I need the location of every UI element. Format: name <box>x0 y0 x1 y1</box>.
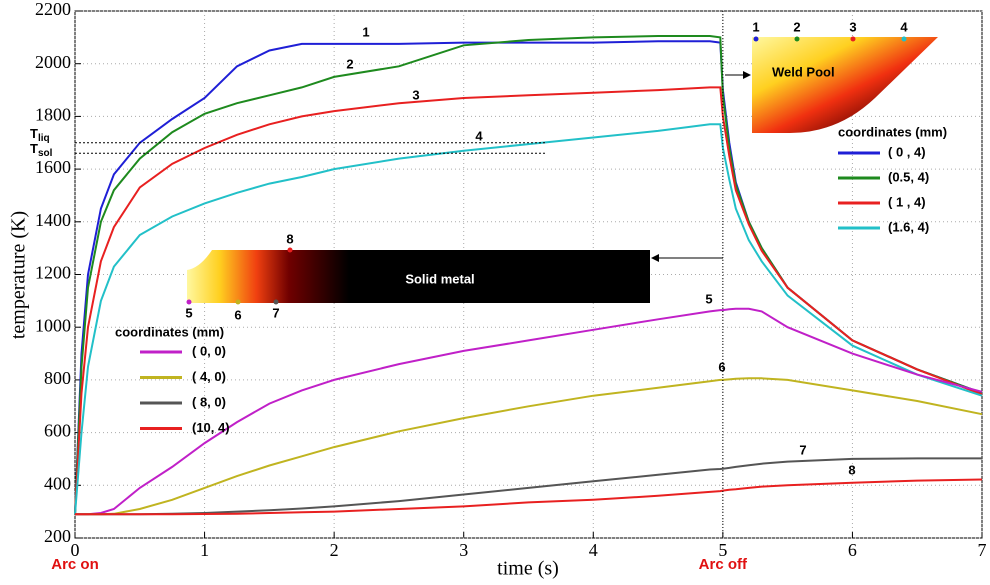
arc-on-label: Arc on <box>51 556 99 573</box>
curve-label: 3 <box>412 87 419 102</box>
inset-point-label: 6 <box>234 307 241 322</box>
curve-label: 7 <box>799 442 806 457</box>
inset-point <box>186 299 192 305</box>
legend-label: (10, 4) <box>192 420 230 435</box>
weld-pool-inset <box>752 37 938 133</box>
solid-metal-label: Solid metal <box>405 271 474 286</box>
x-tick-label: 6 <box>848 540 857 560</box>
y-tick-label: 1000 <box>35 315 71 335</box>
x-tick-label: 2 <box>330 540 339 560</box>
y-tick-label: 2200 <box>35 0 71 19</box>
reference-label: Tliq <box>30 126 50 143</box>
inset-point-label: 5 <box>185 305 192 320</box>
x-tick-label: 7 <box>978 540 987 560</box>
y-tick-label: 1600 <box>35 157 71 177</box>
curve-label: 8 <box>848 462 855 477</box>
x-tick-label: 4 <box>589 540 598 560</box>
arc-off-label: Arc off <box>699 556 748 573</box>
inset-point <box>287 247 293 253</box>
reference-label: Tsol <box>30 141 53 158</box>
legend-label: (1.6, 4) <box>888 219 929 234</box>
x-axis-label: time (s) <box>497 558 559 580</box>
inset-point-label: 7 <box>272 305 279 320</box>
inset-point-label: 3 <box>849 19 856 34</box>
symbol: T <box>30 141 38 156</box>
x-tick-label: 3 <box>459 540 468 560</box>
curve-label: 1 <box>362 24 369 39</box>
series-line <box>75 377 983 516</box>
symbol: T <box>30 126 38 141</box>
subscript: liq <box>38 133 50 144</box>
y-tick-label: 200 <box>44 526 71 546</box>
legend-label: ( 0 , 4) <box>888 144 926 159</box>
y-tick-label: 400 <box>44 473 71 493</box>
legend-label: ( 1 , 4) <box>888 194 926 209</box>
y-tick-label: 1800 <box>35 105 71 125</box>
legend-title: coordinates (mm) <box>838 124 947 139</box>
inset-point <box>794 36 800 42</box>
y-tick-label: 1400 <box>35 210 71 230</box>
solid-metal-inset <box>187 250 650 303</box>
y-tick-label: 2000 <box>35 52 71 72</box>
y-tick-label: 1200 <box>35 263 71 283</box>
legend-label: ( 8, 0) <box>192 394 226 409</box>
inset-point <box>901 36 907 42</box>
curve-label: 5 <box>705 291 712 306</box>
inset-point-label: 2 <box>793 19 800 34</box>
legend-label: (0.5, 4) <box>888 169 929 184</box>
inset-point <box>235 299 241 305</box>
y-tick-label: 800 <box>44 368 71 388</box>
series-line <box>74 86 983 515</box>
weld-pool-label: Weld Pool <box>772 64 835 79</box>
legend-label: ( 0, 0) <box>192 343 226 358</box>
inset-point <box>753 36 759 42</box>
legend-title: coordinates (mm) <box>115 324 224 339</box>
inset-point-label: 4 <box>900 19 908 34</box>
x-tick-label: 0 <box>71 540 80 560</box>
curve-label: 6 <box>718 359 725 374</box>
legend-label: ( 4, 0) <box>192 369 226 384</box>
y-tick-label: 600 <box>44 421 71 441</box>
y-axis-label: temperature (K) <box>8 211 30 339</box>
curve-label: 2 <box>346 56 353 71</box>
series-line <box>75 307 983 516</box>
inset-point-label: 1 <box>752 19 759 34</box>
series-line <box>74 35 983 515</box>
inset-point-label: 8 <box>286 231 293 246</box>
pool-corner <box>187 250 212 270</box>
inset-point <box>273 299 279 305</box>
series-line <box>74 123 983 515</box>
series-line <box>75 478 983 516</box>
x-tick-label: 1 <box>200 540 209 560</box>
curve-label: 4 <box>475 128 483 143</box>
subscript: sol <box>38 148 53 159</box>
inset-point <box>850 36 856 42</box>
x-tick-label: 5 <box>718 540 727 560</box>
